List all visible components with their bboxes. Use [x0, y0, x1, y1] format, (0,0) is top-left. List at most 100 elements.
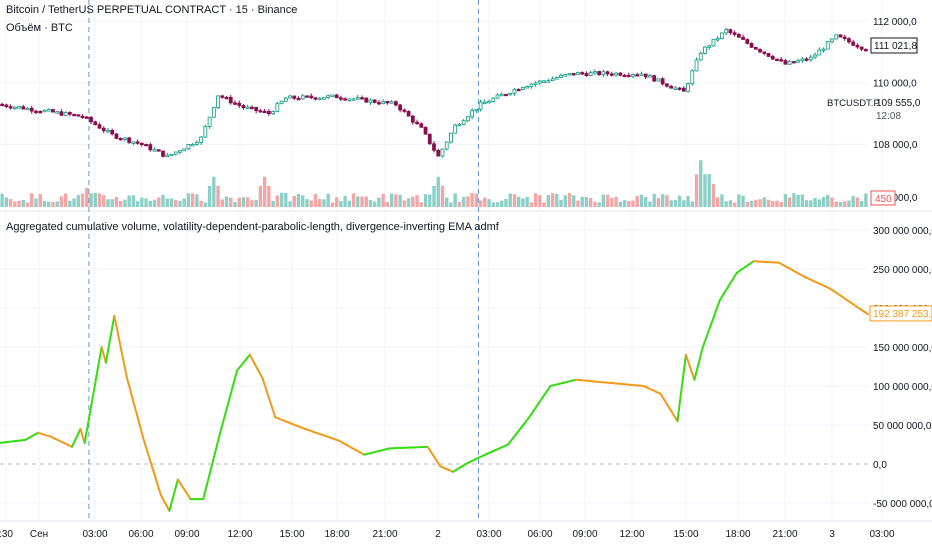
candle-up	[475, 109, 478, 111]
candle-down	[81, 116, 84, 118]
indicator-segment	[237, 365, 241, 370]
candle-up	[217, 96, 220, 108]
candle-down	[759, 49, 762, 52]
candle-down	[729, 30, 732, 33]
volume-bar	[102, 195, 105, 207]
candle-down	[598, 72, 601, 75]
candle-down	[847, 39, 850, 42]
volume-bar	[335, 197, 338, 207]
candle-up	[195, 143, 198, 145]
candle-up	[191, 144, 194, 146]
candle-down	[293, 96, 296, 98]
volume-bar	[606, 195, 609, 207]
volume-bar	[305, 199, 308, 207]
indicator-segment	[229, 386, 233, 402]
candle-up	[301, 96, 304, 99]
candle-up	[547, 81, 550, 83]
candle-down	[111, 130, 114, 134]
candle-up	[284, 98, 287, 101]
volume-bar	[13, 201, 16, 207]
candle-up	[543, 81, 546, 83]
volume-bar	[43, 201, 46, 207]
candle-down	[606, 72, 609, 74]
symbol-title: Bitcoin / TetherUS PERPETUAL CONTRACT · …	[6, 4, 297, 16]
volume-bar	[398, 195, 401, 207]
candle-down	[504, 94, 507, 96]
volume-bar	[280, 193, 283, 207]
candle-down	[85, 117, 88, 119]
indicator-segment	[512, 434, 516, 439]
candle-down	[115, 134, 118, 138]
indicator-segment	[508, 439, 512, 444]
candle-down	[585, 74, 588, 76]
volume-bar	[81, 194, 84, 207]
volume-bar	[119, 201, 122, 207]
candle-down	[852, 42, 855, 45]
volume-bar	[47, 202, 50, 207]
candle-up	[801, 59, 804, 61]
countdown-label: 12:08	[876, 111, 901, 122]
indicator-segment	[271, 404, 275, 417]
volume-bar	[140, 198, 143, 207]
time-tick-label: 12:00	[619, 529, 644, 540]
candle-down	[255, 107, 258, 110]
candle-up	[208, 117, 211, 126]
candle-up	[183, 149, 186, 151]
candle-down	[750, 43, 753, 47]
volume-bar	[449, 202, 452, 207]
candle-up	[560, 75, 563, 77]
volume-bar	[394, 194, 397, 207]
indicator-segment	[711, 312, 715, 324]
candle-up	[449, 133, 452, 142]
volume-bar	[733, 203, 736, 207]
candle-up	[187, 144, 190, 148]
indicator-segment	[428, 447, 432, 454]
candle-down	[420, 124, 423, 128]
time-tick-label: 09:00	[174, 529, 199, 540]
volume-bar	[530, 202, 533, 207]
volume-bar	[229, 198, 232, 207]
candle-down	[767, 53, 770, 56]
candle-down	[297, 98, 300, 100]
volume-bar	[212, 177, 215, 207]
volume-bar	[623, 200, 626, 207]
time-tick-label: 06:00	[527, 529, 552, 540]
candle-up	[204, 126, 207, 137]
volume-bar	[89, 193, 92, 207]
indicator-tick-label: 150 000 000,0	[873, 343, 932, 354]
volume-bar	[470, 193, 473, 207]
candle-up	[200, 137, 203, 142]
candle-down	[250, 107, 253, 109]
candle-down	[344, 99, 347, 101]
volume-bar	[437, 177, 440, 207]
volume-bar	[216, 186, 219, 207]
volume-bar	[30, 193, 33, 207]
indicator-segment	[135, 409, 139, 425]
volume-bar	[657, 198, 660, 207]
volume-bar	[106, 199, 109, 207]
time-tick-label: 03:00	[869, 529, 894, 540]
volume-bar	[864, 193, 867, 207]
volume-bar	[555, 194, 558, 207]
candle-up	[64, 112, 67, 115]
volume-bar	[712, 184, 715, 207]
candle-up	[632, 75, 635, 77]
volume-bar	[746, 202, 749, 207]
volume-bar	[504, 199, 507, 207]
volume-bar	[644, 197, 647, 207]
candle-up	[593, 72, 596, 74]
volume-bar	[415, 195, 418, 207]
volume-bar	[572, 195, 575, 207]
volume-bar	[585, 197, 588, 207]
indicator-segment	[207, 466, 211, 483]
volume-bar	[153, 200, 156, 207]
volume-bar	[661, 194, 664, 207]
candle-up	[56, 112, 59, 114]
candle-down	[149, 145, 152, 150]
volume-bar	[847, 201, 850, 207]
candle-down	[51, 110, 54, 113]
volume-bar	[55, 201, 58, 207]
volume-bar	[576, 200, 579, 207]
